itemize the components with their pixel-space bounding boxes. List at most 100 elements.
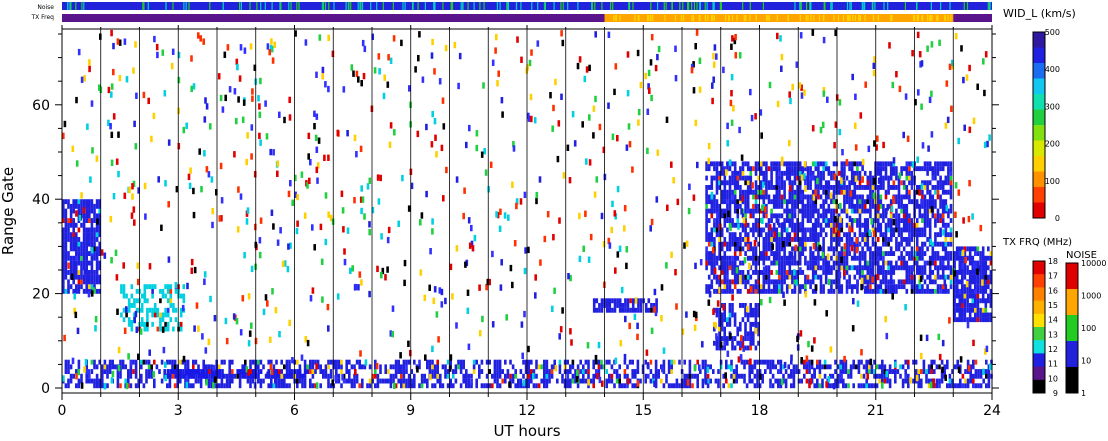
scatter-cell <box>712 53 715 60</box>
data-cell <box>749 345 752 351</box>
data-cell <box>822 246 825 252</box>
data-cell <box>72 237 75 242</box>
data-cell <box>670 369 673 374</box>
data-cell <box>739 203 742 209</box>
data-cell <box>949 241 953 247</box>
data-cell <box>754 251 758 256</box>
data-cell <box>780 175 784 181</box>
scatter-cell <box>534 274 537 281</box>
data-cell <box>971 274 975 280</box>
data-cell <box>832 185 836 190</box>
data-cell <box>64 260 68 266</box>
data-cell <box>731 189 734 195</box>
data-cell <box>715 218 719 223</box>
data-cell <box>955 317 959 323</box>
data-cell <box>285 359 289 365</box>
data-cell <box>947 260 950 266</box>
data-cell <box>819 284 823 290</box>
data-cell <box>804 260 807 266</box>
data-cell <box>772 222 776 228</box>
data-cell <box>839 378 842 384</box>
data-cell <box>793 227 797 233</box>
data-cell <box>348 359 351 365</box>
data-cell <box>137 378 140 384</box>
data-cell <box>866 194 870 200</box>
data-cell <box>869 194 872 200</box>
scatter-cell <box>851 73 854 81</box>
data-cell <box>971 303 975 308</box>
data-cell <box>389 373 393 379</box>
scatter-cell <box>571 111 575 118</box>
data-cell <box>848 237 851 242</box>
data-cell <box>984 284 988 290</box>
data-cell <box>95 279 99 285</box>
data-cell <box>754 255 758 261</box>
data-cell <box>127 303 131 308</box>
data-cell <box>381 378 385 384</box>
data-cell <box>64 237 68 242</box>
data-cell <box>353 364 356 370</box>
data-cell <box>707 260 711 266</box>
data-cell <box>931 199 935 205</box>
data-cell <box>733 279 737 285</box>
data-cell <box>454 378 458 384</box>
data-cell <box>95 237 99 242</box>
data-cell <box>272 383 276 389</box>
data-cell <box>535 359 538 365</box>
data-cell <box>701 378 705 384</box>
scatter-cell <box>316 162 320 169</box>
data-cell <box>75 241 78 247</box>
data-cell <box>767 194 771 200</box>
data-cell <box>718 312 721 318</box>
data-cell <box>754 161 758 167</box>
data-cell <box>757 274 760 280</box>
data-cell <box>569 364 572 370</box>
data-cell <box>931 241 935 247</box>
data-cell <box>927 369 931 374</box>
data-cell <box>958 255 962 261</box>
data-cell <box>910 180 914 186</box>
data-cell <box>801 208 805 214</box>
data-cell <box>936 180 940 186</box>
data-cell <box>910 218 914 223</box>
scatter-cell <box>739 354 743 361</box>
data-cell <box>270 373 273 379</box>
txfreq-speckle <box>664 15 666 21</box>
scatter-cell <box>377 53 381 60</box>
data-cell <box>758 383 762 389</box>
data-cell <box>934 213 937 219</box>
data-cell <box>707 284 711 290</box>
data-cell <box>915 227 919 233</box>
data-cell <box>148 284 152 290</box>
data-cell <box>785 203 789 209</box>
scatter-cell <box>654 309 658 317</box>
data-cell <box>871 185 875 190</box>
data-cell <box>765 237 768 242</box>
data-cell <box>771 364 775 370</box>
scatter-cell <box>672 177 675 184</box>
data-cell <box>926 284 929 290</box>
scatter-cell <box>856 300 860 307</box>
data-cell <box>64 241 68 247</box>
data-cell <box>863 251 867 256</box>
data-cell <box>82 237 86 242</box>
data-cell <box>134 369 138 374</box>
data-cell <box>871 270 875 275</box>
scatter-cell <box>343 258 347 266</box>
data-cell <box>705 260 708 266</box>
data-cell <box>736 237 740 242</box>
data-cell <box>675 378 679 384</box>
data-cell <box>62 232 65 238</box>
scatter-cell <box>731 35 734 42</box>
data-cell <box>780 170 784 176</box>
noise-bar-speckle <box>762 2 764 10</box>
scatter-cell <box>309 159 312 166</box>
noise-bar-speckle <box>682 2 684 10</box>
scatter-cell <box>307 132 311 140</box>
data-cell <box>723 326 726 332</box>
scatter-cell <box>431 228 434 235</box>
data-cell <box>961 279 964 285</box>
data-cell <box>95 288 99 294</box>
scatter-cell <box>920 60 924 67</box>
scatter-cell <box>913 250 917 258</box>
